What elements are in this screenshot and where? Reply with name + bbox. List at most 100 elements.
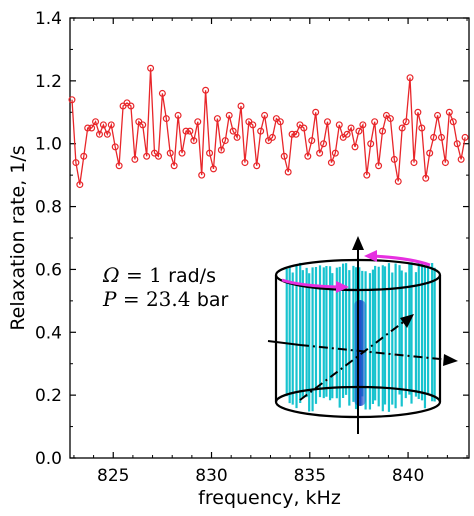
- data-point: [406, 74, 414, 82]
- data-point: [268, 133, 276, 141]
- y-axis-title: Relaxation rate, 1/s: [7, 145, 29, 330]
- data-point: [198, 171, 206, 179]
- data-point: [127, 102, 135, 110]
- data-point: [359, 121, 367, 129]
- data-point: [249, 121, 257, 129]
- data-point: [143, 152, 151, 160]
- data-point: [170, 162, 178, 170]
- data-point: [221, 137, 229, 145]
- horizontal-axis-arrowhead: [443, 354, 458, 366]
- data-point: [312, 108, 320, 116]
- data-point: [371, 118, 379, 126]
- data-point: [213, 115, 221, 123]
- rotation-arrow-front: [281, 278, 341, 289]
- data-point: [186, 127, 194, 135]
- data-point: [261, 111, 269, 119]
- x-tick-label: 825: [97, 466, 129, 486]
- y-tick-label: 0.8: [35, 198, 62, 218]
- data-point: [437, 133, 445, 141]
- diagonal-axis-arrowhead: [400, 314, 414, 328]
- data-point: [131, 155, 139, 163]
- horizontal-axis: [299, 344, 451, 361]
- rotation-arrow-back: [371, 254, 431, 267]
- data-point: [217, 146, 225, 154]
- annotation-pressure-value: = 23.4: [116, 287, 196, 311]
- data-point: [76, 181, 84, 189]
- data-point: [398, 124, 406, 132]
- data-point: [367, 140, 375, 148]
- data-point: [363, 171, 371, 179]
- data-point: [182, 127, 190, 135]
- data-point: [233, 133, 241, 141]
- diagonal-axis: [299, 319, 407, 401]
- data-point: [241, 159, 249, 167]
- data-point: [410, 159, 418, 167]
- data-point: [300, 124, 308, 132]
- data-point: [237, 102, 245, 110]
- data-point: [426, 149, 434, 157]
- data-point: [292, 130, 300, 138]
- vortex-cylinder-illustration: [267, 236, 458, 434]
- x-axis-title: frequency, kHz: [198, 487, 341, 509]
- data-point: [202, 86, 210, 94]
- data-point: [457, 155, 465, 163]
- data-point: [323, 118, 331, 126]
- data-point: [95, 130, 103, 138]
- data-point: [347, 124, 355, 132]
- y-tick-label: 1.0: [35, 135, 62, 155]
- data-point: [190, 137, 198, 145]
- plot-area: 0.0 0.2 0.4 0.6 0.8 1.0 1.2 1.4 825 830 835 840 freq…: [7, 9, 470, 509]
- data-point: [88, 124, 96, 132]
- data-point: [320, 140, 328, 148]
- x-tick-label: 830: [195, 466, 227, 486]
- data-point: [441, 159, 449, 167]
- rotation-arrowhead-back: [364, 250, 377, 262]
- annotation-pressure-symbol: P: [102, 287, 117, 311]
- data-point: [430, 133, 438, 141]
- annotation-omega-symbol: Ω: [102, 263, 120, 287]
- data-point: [115, 162, 123, 170]
- data-point: [394, 177, 402, 185]
- data-point: [178, 149, 186, 157]
- data-point: [453, 140, 461, 148]
- data-point: [402, 118, 410, 126]
- data-point: [194, 118, 202, 126]
- data-point: [335, 121, 343, 129]
- data-point: [162, 115, 170, 123]
- data-point: [280, 152, 288, 160]
- data-point: [111, 143, 119, 151]
- data-point: [379, 127, 387, 135]
- data-point: [351, 143, 359, 151]
- rotation-axis-arrowhead: [352, 236, 364, 250]
- data-point: [166, 149, 174, 157]
- data-point: [390, 155, 398, 163]
- annotation-omega-unit: rad/s: [168, 265, 216, 287]
- data-point: [253, 162, 261, 170]
- data-point: [316, 149, 324, 157]
- data-point: [288, 130, 296, 138]
- data-point: [414, 108, 422, 116]
- data-point: [139, 121, 147, 129]
- y-tick-label: 0.6: [35, 260, 62, 280]
- data-point: [107, 121, 115, 129]
- y-tick-label: 0.4: [35, 323, 62, 343]
- data-point: [174, 111, 182, 119]
- data-point: [68, 96, 76, 104]
- y-tick-label: 1.2: [35, 72, 62, 92]
- data-point: [386, 115, 394, 123]
- data-point: [308, 137, 316, 145]
- data-point: [461, 133, 469, 141]
- x-tick-label: 835: [294, 466, 326, 486]
- x-tick-label: 840: [392, 466, 424, 486]
- data-point: [154, 152, 162, 160]
- data-point: [355, 127, 363, 135]
- data-point: [209, 165, 217, 173]
- annotation-omega-value: = 1: [120, 263, 169, 287]
- y-tick-label: 0.2: [35, 386, 62, 406]
- y-tick-label: 1.4: [35, 9, 62, 29]
- central-vortex: [354, 300, 366, 406]
- data-point: [327, 159, 335, 167]
- data-point: [72, 159, 80, 167]
- data-point: [92, 118, 100, 126]
